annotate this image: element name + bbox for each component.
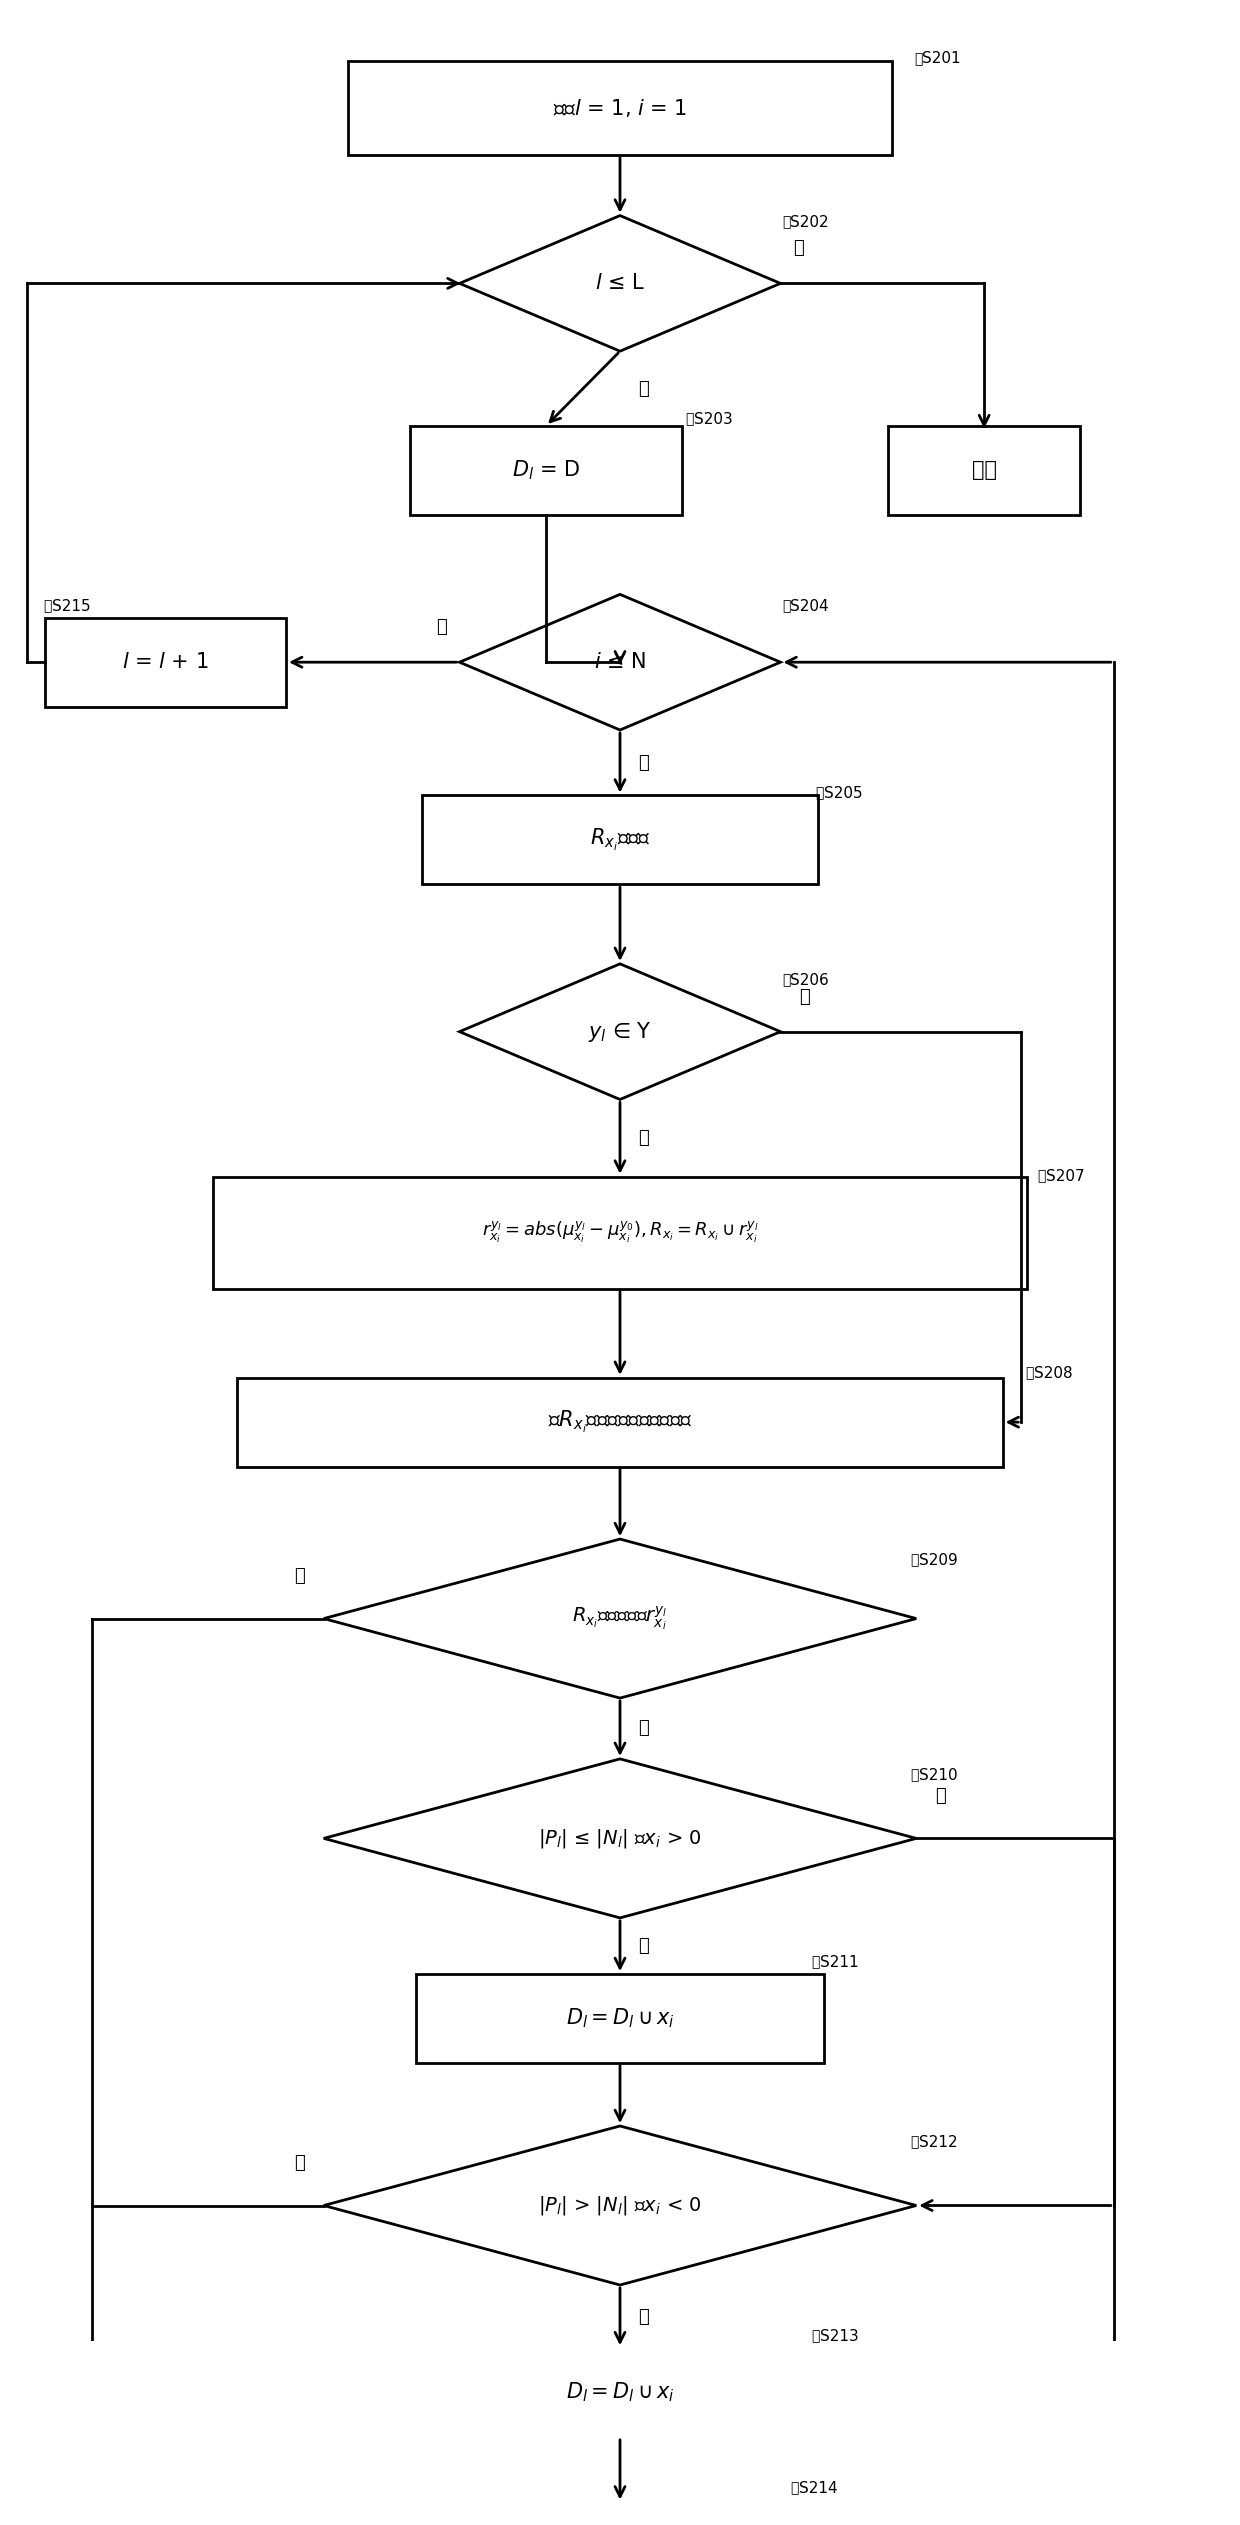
Text: S209: S209 — [919, 1553, 957, 1568]
FancyBboxPatch shape — [46, 619, 286, 707]
Polygon shape — [324, 1760, 916, 1919]
Text: $D_l$ = D: $D_l$ = D — [512, 460, 580, 482]
Text: 否: 否 — [935, 1788, 946, 1805]
Text: 否: 否 — [294, 1568, 305, 1586]
Text: 是: 是 — [639, 755, 650, 773]
Text: S207: S207 — [1045, 1169, 1085, 1184]
Text: 是: 是 — [639, 379, 650, 396]
Text: $R_{x_i}$为空集: $R_{x_i}$为空集 — [589, 826, 651, 853]
Polygon shape — [460, 593, 780, 730]
Text: $D_l = D_l \cup x_i$: $D_l = D_l \cup x_i$ — [565, 2381, 675, 2404]
Text: ⌢: ⌢ — [910, 1553, 919, 1568]
Polygon shape — [460, 965, 780, 1098]
FancyBboxPatch shape — [417, 2348, 823, 2437]
Text: 结束: 结束 — [972, 460, 997, 480]
FancyBboxPatch shape — [212, 1177, 1028, 1288]
Text: ⌢: ⌢ — [910, 1768, 919, 1783]
Text: $y_l$ ∈ Y: $y_l$ ∈ Y — [588, 1020, 652, 1043]
FancyBboxPatch shape — [889, 427, 1080, 515]
Text: ⌢: ⌢ — [782, 598, 790, 614]
Text: 否: 否 — [436, 619, 448, 636]
FancyBboxPatch shape — [423, 795, 817, 884]
Text: S214: S214 — [799, 2482, 837, 2495]
Text: 是: 是 — [639, 1720, 650, 1737]
Text: $l$ = $l$ + 1: $l$ = $l$ + 1 — [123, 651, 210, 672]
Polygon shape — [324, 1540, 916, 1699]
Text: $|P_l|$ ≤ $|N_l|$ 且$x_i$ > 0: $|P_l|$ ≤ $|N_l|$ 且$x_i$ > 0 — [538, 1828, 702, 1851]
Text: 是: 是 — [639, 2308, 650, 2326]
Text: S213: S213 — [820, 2328, 859, 2343]
Text: ⌢: ⌢ — [812, 1954, 820, 1970]
Text: 否: 否 — [799, 987, 810, 1005]
Text: $i$ ≤ N: $i$ ≤ N — [594, 651, 646, 672]
Text: S211: S211 — [820, 1954, 858, 1970]
Text: 是: 是 — [639, 1937, 650, 1954]
FancyBboxPatch shape — [237, 1379, 1003, 1467]
Text: ⌢: ⌢ — [782, 972, 790, 987]
Text: 设定$l$ = 1, $i$ = 1: 设定$l$ = 1, $i$ = 1 — [553, 96, 687, 119]
FancyBboxPatch shape — [417, 1975, 823, 2063]
Text: ⌢: ⌢ — [791, 2482, 799, 2495]
Text: ⌢: ⌢ — [782, 215, 790, 230]
Text: S215: S215 — [52, 598, 91, 614]
Text: S201: S201 — [923, 50, 961, 66]
Text: S210: S210 — [919, 1768, 957, 1783]
Text: ⌢: ⌢ — [910, 2136, 919, 2149]
Text: ⌢: ⌢ — [686, 412, 694, 427]
Text: $R_{x_i}$中第一个为$r^{y_l}_{x_i}$: $R_{x_i}$中第一个为$r^{y_l}_{x_i}$ — [572, 1606, 668, 1634]
Text: ⌢: ⌢ — [812, 2331, 820, 2343]
Text: 否: 否 — [794, 240, 805, 258]
Text: S202: S202 — [790, 215, 830, 230]
Text: 对$R_{x_i}$中的元素进行降序排序: 对$R_{x_i}$中的元素进行降序排序 — [548, 1409, 692, 1434]
Text: ⌢: ⌢ — [914, 53, 923, 66]
Text: $r^{y_l}_{x_i}=abs(\mu^{y_l}_{x_i}-\mu^{y_0}_{x_i}),R_{x_i}=R_{x_i}\cup r^{y_l}_: $r^{y_l}_{x_i}=abs(\mu^{y_l}_{x_i}-\mu^{… — [481, 1220, 759, 1245]
Text: 是: 是 — [639, 1129, 650, 1146]
Text: ⌢: ⌢ — [816, 785, 823, 800]
Text: S205: S205 — [823, 785, 862, 800]
Text: $D_l = D_l \cup x_i$: $D_l = D_l \cup x_i$ — [565, 2007, 675, 2030]
FancyBboxPatch shape — [348, 61, 892, 154]
Text: $l$ ≤ L: $l$ ≤ L — [595, 273, 645, 293]
FancyBboxPatch shape — [448, 2502, 792, 2525]
Text: 否: 否 — [294, 2154, 305, 2172]
Text: S203: S203 — [694, 412, 733, 427]
Text: ⌢: ⌢ — [43, 598, 52, 614]
Text: S212: S212 — [919, 2134, 957, 2149]
Text: S206: S206 — [790, 972, 830, 987]
FancyBboxPatch shape — [410, 427, 682, 515]
Polygon shape — [460, 215, 780, 351]
Text: ⌢: ⌢ — [1038, 1169, 1045, 1184]
Text: S204: S204 — [790, 598, 830, 614]
Polygon shape — [324, 2126, 916, 2285]
Text: S208: S208 — [1033, 1366, 1073, 1381]
Text: $|P_l|$ > $|N_l|$ 且$x_i$ < 0: $|P_l|$ > $|N_l|$ 且$x_i$ < 0 — [538, 2194, 702, 2217]
Text: ⌢: ⌢ — [1025, 1366, 1033, 1381]
